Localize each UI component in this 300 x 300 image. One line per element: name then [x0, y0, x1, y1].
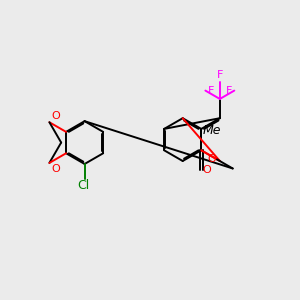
Text: F: F [226, 85, 232, 96]
Text: Cl: Cl [78, 179, 90, 192]
Text: Me: Me [202, 124, 221, 137]
Text: F: F [208, 85, 214, 96]
Text: O: O [208, 154, 216, 164]
Text: F: F [217, 70, 223, 80]
Text: O: O [51, 111, 60, 121]
Text: O: O [203, 165, 212, 175]
Text: O: O [51, 164, 60, 174]
